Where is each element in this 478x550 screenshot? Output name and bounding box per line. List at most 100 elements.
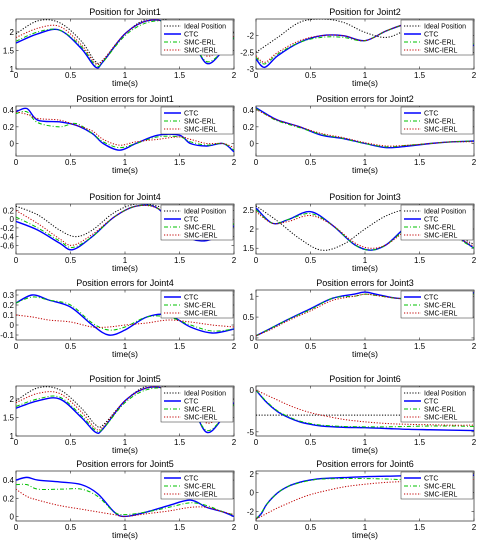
x-tick-label: 1.5 <box>174 342 186 351</box>
x-axis-label: time(s) <box>352 78 378 88</box>
y-tick-label: -5 <box>247 428 255 437</box>
chart-panel-2: Position for Joint2 0 0.5 1 1.5 2 -3 -2.5 -2 time… <box>240 7 477 88</box>
y-tick-label: 0.4 <box>3 106 15 115</box>
x-tick-label: 1.5 <box>414 71 426 80</box>
series-line-ctc <box>16 107 234 153</box>
legend-label: SMC-IERL <box>184 127 218 134</box>
chart-title: Position for Joint6 <box>329 374 401 384</box>
x-axis-label: time(s) <box>352 263 378 273</box>
y-tick-label: 1 <box>10 65 15 74</box>
legend-label: CTC <box>184 111 198 118</box>
series-line-smc-erl <box>16 20 234 68</box>
x-axis-label: time(s) <box>112 445 138 455</box>
x-tick-label: 0.5 <box>305 438 317 447</box>
legend-label: SMC-ERL <box>184 484 216 491</box>
series-line-smc-ierl <box>256 23 474 63</box>
chart-title: Position for Joint1 <box>89 7 161 17</box>
chart-panel-1: Position for Joint1 0 0.5 1 1.5 2 1 1.5 2 time(s)… <box>3 7 237 88</box>
x-tick-label: 0 <box>14 523 19 532</box>
x-tick-label: 1 <box>363 523 368 532</box>
y-tick-label: -0.4 <box>0 233 14 242</box>
x-tick-label: 0 <box>14 256 19 265</box>
x-tick-label: 1 <box>363 256 368 265</box>
y-tick-label: 0 <box>250 386 255 395</box>
x-axis-label: time(s) <box>112 78 138 88</box>
x-axis-label: time(s) <box>352 349 378 359</box>
chart-panel-5: Position for Joint4 0 0.5 1 1.5 2 -0.6-0.4-0.2… <box>0 192 237 273</box>
chart-panel-9: Position for Joint5 0 0.5 1 1.5 2 1 1.5 2 time(s)… <box>3 374 237 455</box>
x-tick-label: 1.5 <box>414 256 426 265</box>
legend-label: SMC-ERL <box>424 303 456 310</box>
series-line-smc-ierl <box>16 488 234 517</box>
y-tick-label: 1 <box>250 292 255 301</box>
chart-panel-8: Position errors for Joint3 0 0.5 1 1.5 2 0 0.5 1… <box>243 278 477 359</box>
series-line-smc-ierl <box>256 211 474 249</box>
legend-label: SMC-IERL <box>184 48 218 55</box>
series-line-smc-erl <box>256 293 474 337</box>
legend-label: SMC-IERL <box>424 233 458 240</box>
y-tick-label: -3 <box>247 65 255 74</box>
x-axis-label: time(s) <box>112 530 138 540</box>
x-tick-label: 0 <box>254 438 259 447</box>
x-axis-label: time(s) <box>352 165 378 175</box>
legend-label: CTC <box>424 476 438 483</box>
x-tick-label: 0.5 <box>305 523 317 532</box>
x-tick-label: 2 <box>232 158 237 167</box>
series-line-ctc <box>256 389 474 432</box>
y-tick-label: -0.2 <box>0 224 14 233</box>
chart-title: Position errors for Joint3 <box>316 278 414 288</box>
legend-label: CTC <box>184 476 198 483</box>
legend-label: SMC-ERL <box>424 40 456 47</box>
chart-panel-12: Position errors for Joint6 0 0.5 1 1.5 2 -2 0 2 t… <box>247 459 477 540</box>
x-tick-label: 0 <box>254 71 259 80</box>
legend-label: CTC <box>184 295 198 302</box>
x-tick-label: 2 <box>232 523 237 532</box>
y-tick-label: -2.5 <box>240 48 254 57</box>
legend-label: SMC-ERL <box>424 407 456 414</box>
y-tick-label: -0.1 <box>0 331 14 340</box>
x-tick-label: 0 <box>254 158 259 167</box>
series-line-smc-erl <box>16 296 234 332</box>
series-line-smc-erl <box>16 110 234 151</box>
x-tick-label: 1.5 <box>414 158 426 167</box>
legend-label: CTC <box>424 111 438 118</box>
chart-title: Position errors for Joint1 <box>76 94 174 104</box>
legend-label: SMC-IERL <box>424 492 458 499</box>
legend-label: SMC-ERL <box>184 225 216 232</box>
x-tick-label: 0.5 <box>65 438 77 447</box>
legend-label: SMC-ERL <box>424 484 456 491</box>
y-tick-label: 0.4 <box>3 476 15 485</box>
y-tick-label: 0.1 <box>3 311 15 320</box>
chart-title: Position errors for Joint6 <box>316 459 414 469</box>
y-tick-label: 1 <box>10 432 15 441</box>
x-tick-label: 1.5 <box>414 342 426 351</box>
chart-title: Position errors for Joint5 <box>76 459 174 469</box>
x-tick-label: 1 <box>123 342 128 351</box>
legend-label: SMC-IERL <box>184 492 218 499</box>
legend-label: SMC-ERL <box>184 303 216 310</box>
chart-title: Position errors for Joint2 <box>316 94 414 104</box>
x-tick-label: 1.5 <box>414 438 426 447</box>
series-line-ctc <box>16 294 234 336</box>
legend-label: Ideal Position <box>424 391 466 398</box>
legend-label: SMC-IERL <box>184 415 218 422</box>
legend-label: Ideal Position <box>424 209 466 216</box>
legend-label: Ideal Position <box>184 391 226 398</box>
legend-label: SMC-IERL <box>424 127 458 134</box>
x-tick-label: 0.5 <box>65 71 77 80</box>
legend-label: SMC-IERL <box>424 48 458 55</box>
legend-label: SMC-IERL <box>184 233 218 240</box>
y-tick-label: 1.5 <box>3 46 15 55</box>
legend-label: SMC-ERL <box>424 119 456 126</box>
x-tick-label: 0 <box>14 158 19 167</box>
x-tick-label: 1.5 <box>414 523 426 532</box>
x-tick-label: 0.5 <box>305 158 317 167</box>
series-line-ideal-position <box>16 19 234 65</box>
legend-label: CTC <box>184 399 198 406</box>
